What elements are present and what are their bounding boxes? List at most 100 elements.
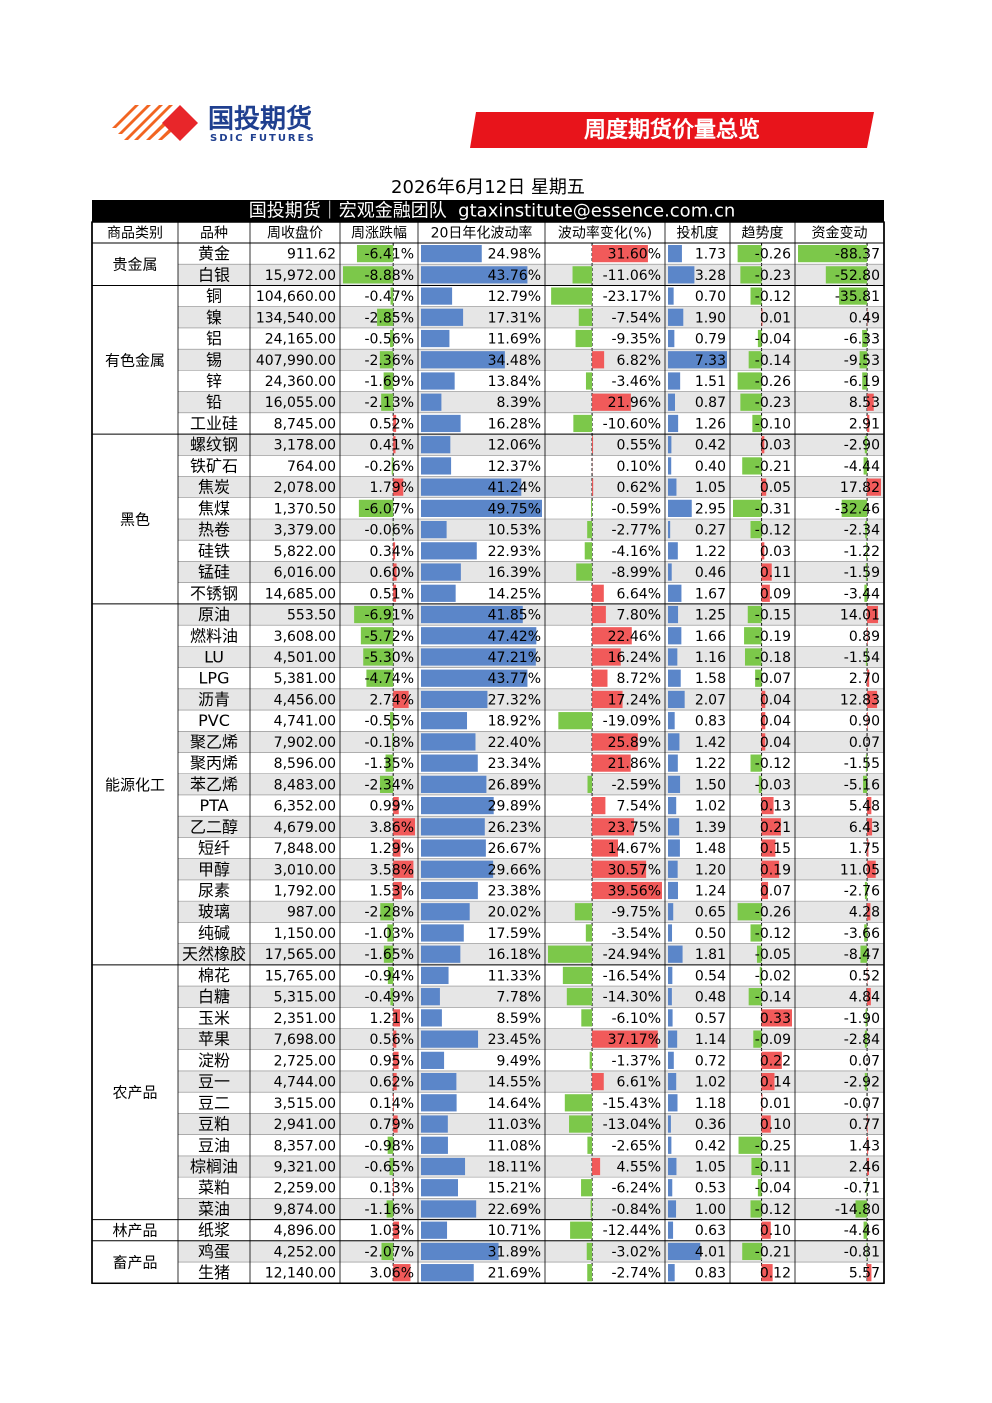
data-bar	[862, 372, 868, 390]
data-bar	[589, 1051, 593, 1069]
data-bar	[592, 436, 594, 454]
data-bar	[756, 945, 762, 963]
data-bar	[421, 351, 505, 369]
data-bar	[381, 1242, 394, 1261]
cell-value: 15,972.00	[265, 268, 336, 284]
cell-value: 6.82%	[617, 353, 661, 369]
cell-value: -0.06%	[364, 523, 414, 539]
data-bar	[360, 627, 394, 645]
cell-value: -2.74%	[611, 1266, 661, 1282]
cell-value: 4,744.00	[274, 1075, 336, 1091]
data-bar	[592, 648, 621, 666]
cell-value: 2,941.00	[274, 1117, 336, 1133]
cell-value: 27.32%	[488, 692, 541, 708]
cell-value: 23.38%	[488, 884, 541, 900]
variety-name: 纯碱	[198, 923, 230, 942]
data-bar	[592, 818, 635, 836]
cell-value: 17.31%	[488, 310, 541, 326]
cell-value: -6.10%	[611, 1011, 661, 1027]
column-header: 投机度	[677, 226, 719, 242]
data-bar	[867, 627, 868, 645]
cell-value: 14,685.00	[265, 586, 336, 602]
variety-name: LPG	[199, 669, 230, 688]
cell-value: -0.04	[755, 332, 791, 348]
cell-value: 43.76%	[488, 268, 541, 284]
cell-value: 0.42	[695, 438, 726, 454]
cell-value: 0.55%	[617, 438, 661, 454]
data-bar	[668, 881, 678, 900]
cell-value: 4,896.00	[274, 1223, 336, 1239]
cell-value: -2.59%	[611, 777, 661, 793]
data-bar	[867, 393, 874, 411]
data-bar	[586, 1242, 593, 1261]
data-bar	[750, 287, 762, 305]
cell-value: -0.94%	[364, 968, 414, 984]
cell-value: -0.09	[755, 1032, 791, 1048]
data-bar	[761, 818, 781, 836]
cell-value: 9.49%	[497, 1053, 541, 1069]
cell-value: -2.36%	[364, 353, 414, 369]
cell-value: -2.90	[844, 438, 880, 454]
cell-value: 1.73	[695, 247, 726, 263]
cell-value: 6,016.00	[274, 565, 336, 581]
cell-value: -0.19	[755, 629, 791, 645]
cell-value: 16.39%	[488, 565, 541, 581]
cell-value: 764.00	[287, 459, 336, 475]
cell-value: -0.07	[844, 1096, 880, 1112]
data-bar	[761, 1094, 763, 1112]
cell-value: 5,315.00	[274, 990, 336, 1006]
cell-value: -0.59%	[611, 501, 661, 517]
cell-value: 7.33	[695, 353, 726, 369]
cell-value: 3.28	[695, 268, 726, 284]
cell-value: 0.65	[695, 905, 726, 921]
cell-value: -1.35%	[364, 756, 414, 772]
cell-value: -23.17%	[603, 289, 661, 305]
data-bar	[867, 1157, 869, 1176]
data-bar	[668, 1200, 677, 1218]
cell-value: 0.72	[695, 1053, 726, 1069]
data-bar	[668, 733, 680, 751]
data-bar	[393, 1030, 397, 1048]
data-bar	[592, 860, 647, 878]
cell-value: 3.58%	[370, 862, 414, 878]
cell-value: -0.14	[755, 990, 791, 1006]
cell-value: -0.12	[755, 926, 791, 942]
data-bar	[747, 605, 762, 624]
cell-value: -0.11	[755, 1160, 791, 1176]
cell-value: 1.39	[695, 820, 726, 836]
cell-value: 1,792.00	[274, 884, 336, 900]
category-name: 黑色	[120, 510, 150, 528]
data-bar	[585, 924, 593, 942]
cell-value: 0.07	[760, 884, 791, 900]
cell-value: -0.21	[755, 1244, 791, 1260]
data-bar	[421, 436, 451, 454]
data-bar	[421, 542, 477, 560]
data-bar	[354, 605, 394, 624]
cell-value: 104,660.00	[256, 289, 336, 305]
data-bar	[867, 903, 871, 921]
data-bar	[862, 329, 868, 348]
data-bar	[421, 1242, 499, 1261]
data-bar	[421, 1072, 457, 1091]
cell-value: 0.12	[760, 1266, 791, 1282]
cell-value: 7,698.00	[274, 1032, 336, 1048]
cell-value: 6,352.00	[274, 799, 336, 815]
cell-value: 1.58	[695, 671, 726, 687]
variety-name: 螺纹钢	[190, 435, 238, 454]
data-bar	[668, 542, 678, 560]
data-bar	[389, 1157, 394, 1176]
cell-value: -1.55	[844, 756, 880, 772]
data-bar	[668, 436, 672, 454]
cell-value: 3,010.00	[274, 862, 336, 878]
data-bar	[421, 287, 453, 305]
column-header: 商品类别	[107, 226, 163, 242]
cell-value: 3,515.00	[274, 1096, 336, 1112]
cell-value: 21.86%	[608, 756, 661, 772]
data-bar	[863, 457, 868, 475]
variety-name: 豆粕	[198, 1115, 230, 1134]
cell-value: 0.19	[760, 862, 791, 878]
cell-value: 8,483.00	[274, 777, 336, 793]
cell-value: 31.60%	[608, 247, 661, 263]
row-shade	[178, 688, 884, 711]
cell-value: 16,055.00	[265, 395, 336, 411]
